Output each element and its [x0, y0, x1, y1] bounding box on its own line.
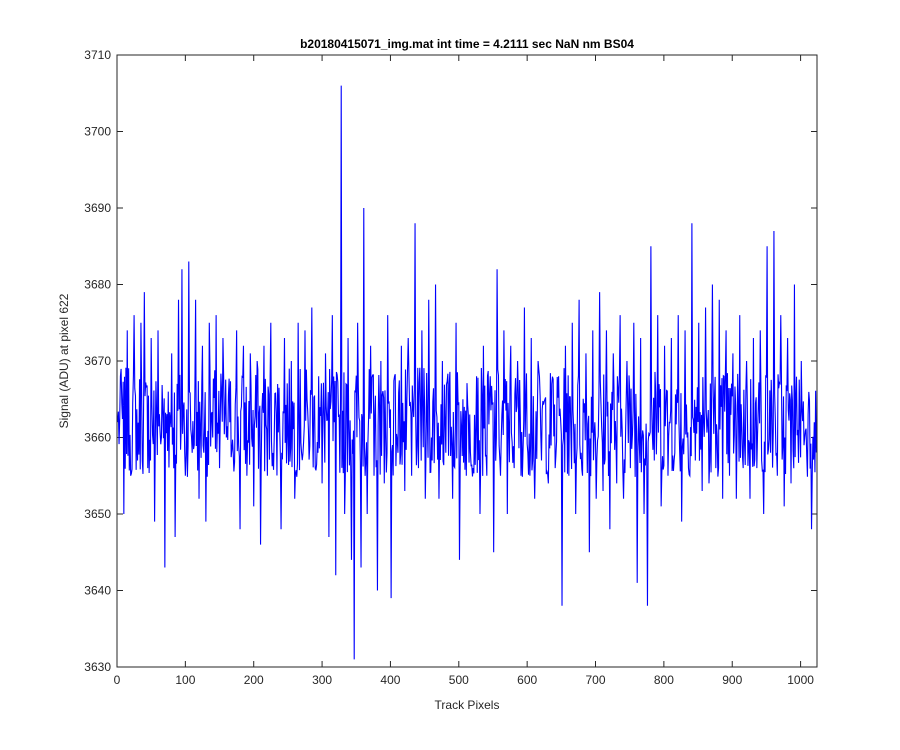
- x-tick-label: 400: [380, 673, 400, 687]
- plot-area: [117, 55, 817, 667]
- y-tick-label: 3700: [84, 125, 111, 139]
- y-axis-ticks: 3630 3640 3650 3660 3670 3680 3690 3700 3710: [84, 48, 817, 674]
- y-tick-label: 3650: [84, 507, 111, 521]
- x-tick-label: 100: [175, 673, 195, 687]
- y-tick-label: 3710: [84, 48, 111, 62]
- x-tick-label: 200: [244, 673, 264, 687]
- x-tick-label: 300: [312, 673, 332, 687]
- y-tick-label: 3640: [84, 584, 111, 598]
- x-tick-label: 600: [517, 673, 537, 687]
- y-tick-label: 3670: [84, 354, 111, 368]
- x-tick-label: 700: [586, 673, 606, 687]
- y-tick-label: 3680: [84, 278, 111, 292]
- x-tick-label: 900: [722, 673, 742, 687]
- y-tick-label: 3660: [84, 431, 111, 445]
- x-tick-label: 500: [449, 673, 469, 687]
- y-tick-label: 3630: [84, 660, 111, 674]
- x-tick-label: 1000: [787, 673, 814, 687]
- y-tick-label: 3690: [84, 201, 111, 215]
- chart-title: b20180415071_img.mat int time = 4.2111 s…: [300, 37, 634, 51]
- x-axis-ticks: 0 100 200 300 400 500 600 700 800 900 1000: [114, 55, 814, 687]
- x-tick-label: 800: [654, 673, 674, 687]
- x-tick-label: 0: [114, 673, 121, 687]
- series-line: [117, 85, 818, 660]
- x-axis-label: Track Pixels: [435, 698, 500, 712]
- y-axis-label: Signal (ADU) at pixel 622: [57, 293, 71, 428]
- axes-box: [116, 54, 818, 668]
